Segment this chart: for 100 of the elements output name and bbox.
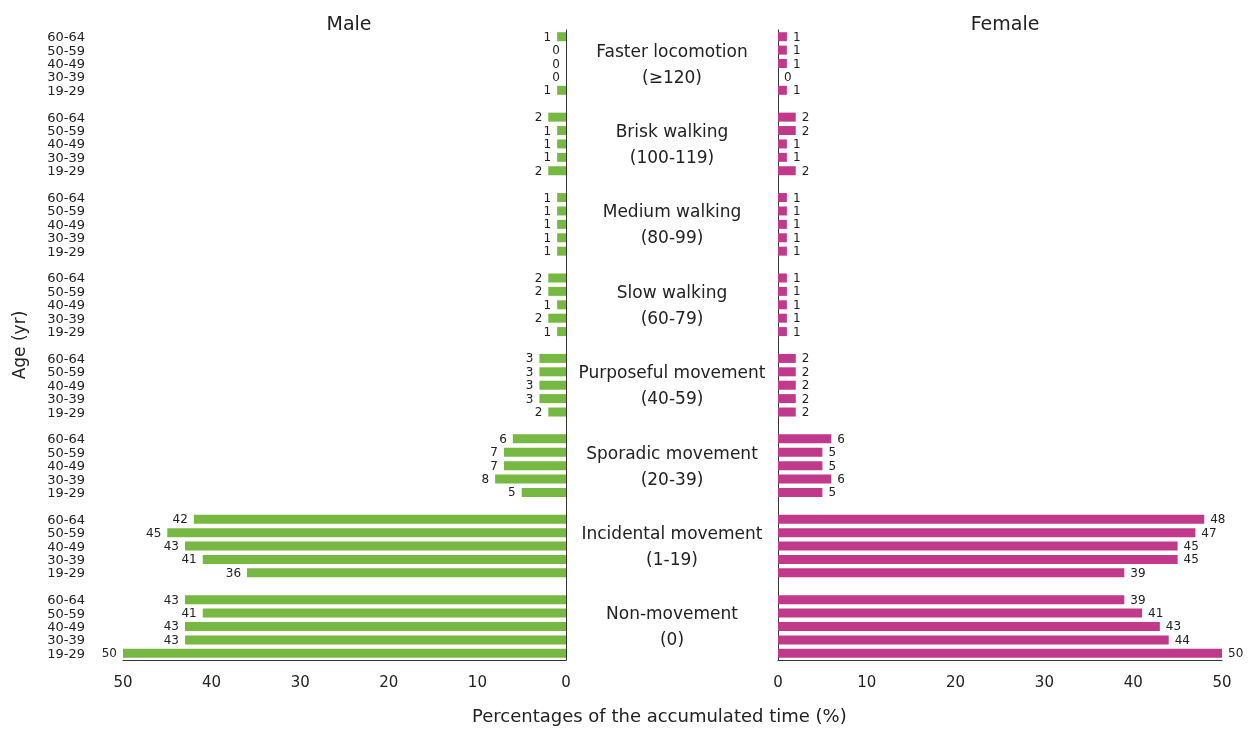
data-label: 43 (163, 619, 180, 634)
text: Slow walking (60-79) (616, 281, 728, 328)
data-label: 45 (1183, 552, 1199, 567)
bar (778, 219, 787, 229)
bar (778, 32, 787, 42)
y-tick-label: 19-29 (47, 484, 85, 500)
data-label: 8 (481, 472, 490, 487)
data-label: 5 (828, 485, 837, 500)
data-label: 2 (534, 110, 543, 125)
bar (557, 233, 566, 243)
data-label: 50 (101, 646, 117, 661)
data-label: 2 (534, 270, 543, 285)
data-label: 1 (792, 244, 801, 259)
bar (778, 380, 796, 390)
data-label: 2 (801, 391, 810, 406)
x-tick-label: 50 (1212, 672, 1232, 691)
y-tick-label: 30-39 (47, 471, 85, 487)
x-tick-label: 30 (290, 672, 310, 691)
y-tick-label: 19-29 (47, 82, 85, 98)
data-label: 50 (1228, 646, 1244, 661)
data-label: 1 (543, 123, 552, 138)
bar (539, 353, 566, 363)
x-tick-label: 0 (773, 672, 783, 691)
data-label: 43 (163, 592, 180, 607)
bar (202, 608, 566, 618)
data-label: 44 (1174, 632, 1190, 647)
y-tick-label: 30-39 (47, 230, 85, 246)
x-tick-label: 20 (379, 672, 399, 691)
bar (778, 407, 796, 417)
x-tick-label: 40 (1123, 672, 1143, 691)
data-label: 1 (792, 83, 801, 98)
data-label: 1 (543, 217, 552, 232)
y-tick-label: 40-49 (47, 297, 85, 313)
bar (548, 407, 566, 417)
x-tick-label: 50 (113, 672, 133, 691)
bar (548, 286, 566, 296)
data-label: 2 (801, 163, 810, 178)
bar (557, 300, 566, 310)
bar (778, 474, 832, 484)
bar (778, 45, 787, 55)
data-label: 0 (552, 69, 560, 84)
bar (778, 608, 1143, 618)
text: Brisk walking (100-119) (615, 120, 729, 167)
data-label: 2 (801, 405, 810, 420)
bar (778, 367, 796, 377)
bar (557, 219, 566, 229)
y-tick-label: 40-49 (47, 377, 85, 393)
data-label: 1 (792, 29, 801, 44)
bar (778, 300, 787, 310)
bar (778, 166, 796, 176)
data-label: 6 (837, 472, 845, 487)
data-label: 2 (801, 110, 810, 125)
y-tick-label: 19-29 (47, 565, 85, 581)
data-label: 1 (792, 217, 801, 232)
data-label: 42 (172, 512, 188, 527)
data-label: 5 (828, 445, 837, 460)
y-tick-label: 30-39 (47, 149, 85, 165)
y-tick-label: 40-49 (47, 538, 85, 554)
data-label: 1 (543, 203, 552, 218)
bar (778, 59, 787, 69)
data-label: 7 (490, 445, 498, 460)
bar (778, 487, 823, 497)
y-tick-label: 60-64 (47, 350, 85, 366)
y-tick-label: 60-64 (47, 592, 85, 608)
data-label: 45 (1183, 539, 1199, 554)
data-label: 1 (543, 190, 552, 205)
data-label: 41 (181, 606, 197, 621)
x-tick-label: 20 (946, 672, 966, 691)
y-tick-label: 50-59 (47, 444, 85, 460)
y-tick-label: 40-49 (47, 136, 85, 152)
data-label: 1 (792, 43, 801, 58)
data-label: 1 (543, 29, 552, 44)
y-tick-label: 50-59 (47, 283, 85, 299)
data-label: 36 (225, 565, 242, 580)
bar (167, 528, 566, 538)
y-tick-label: 60-64 (47, 270, 85, 286)
data-label: 1 (543, 83, 552, 98)
bar (202, 554, 566, 564)
y-tick-label: 19-29 (47, 645, 85, 661)
data-label: 39 (1130, 592, 1146, 607)
bar (557, 327, 566, 337)
y-tick-label: 60-64 (47, 431, 85, 447)
data-label: 43 (163, 539, 180, 554)
bar (539, 380, 566, 390)
bar (557, 139, 566, 149)
y-tick-label: 40-49 (47, 458, 85, 474)
y-tick-label: 30-39 (47, 310, 85, 326)
data-label: 2 (534, 284, 543, 299)
bar (185, 595, 566, 605)
y-tick-label: 50-59 (47, 203, 85, 219)
data-label: 1 (543, 150, 552, 165)
data-label: 3 (525, 364, 534, 379)
y-tick-label: 50-59 (47, 123, 85, 139)
text: Sporadic movement (20-39) (586, 442, 759, 489)
y-tick-label: 30-39 (47, 551, 85, 567)
data-label: 3 (525, 378, 534, 393)
bar (778, 394, 796, 404)
bar (778, 461, 823, 471)
data-label: 1 (543, 324, 552, 339)
text: Purposeful movement (40-59) (578, 362, 766, 409)
